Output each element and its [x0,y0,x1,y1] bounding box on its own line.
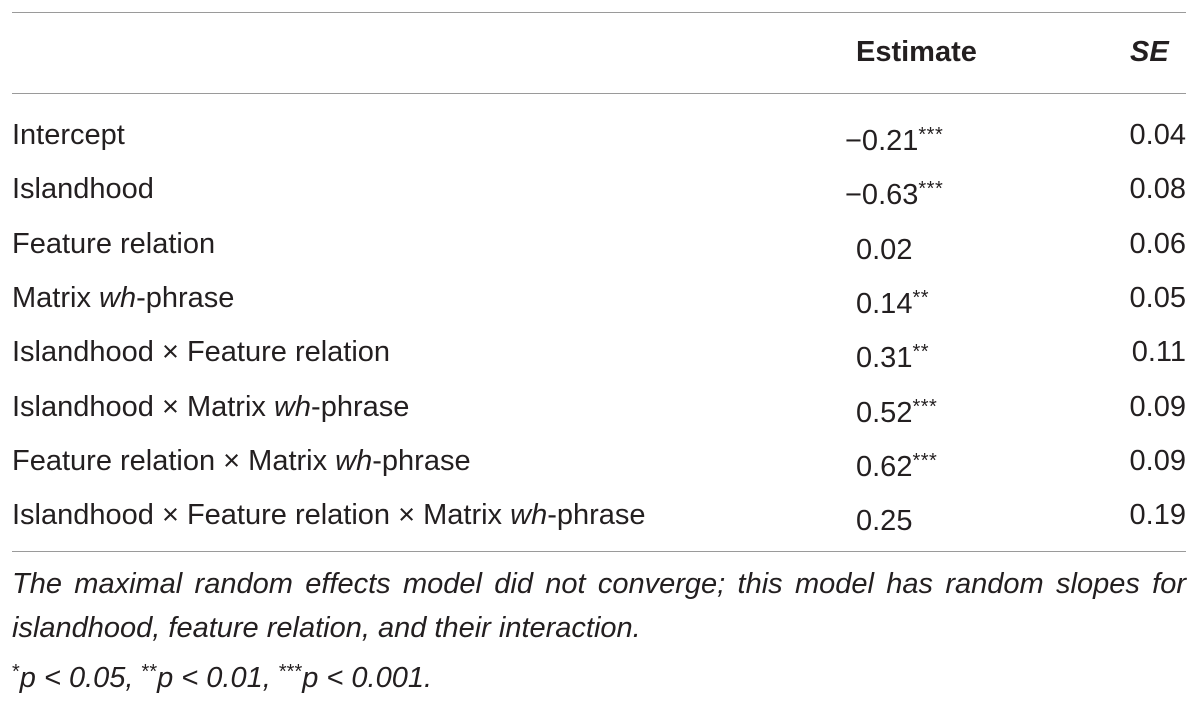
row-label-suffix: -phrase [547,499,646,532]
table-row: Matrix wh-phrase 0.14** 0.05 [0,278,1200,320]
row-label-text: Islandhood × Feature relation × Matrix [12,499,511,532]
table-row: Feature relation × Matrix wh-phrase 0.62*… [0,441,1200,483]
row-estimate: 0.25 [845,495,912,541]
table-row: Islandhood × Matrix wh-phrase 0.52*** 0.09 [0,387,1200,429]
row-estimate: 0.52*** [845,387,937,433]
estimate-value: 0.25 [856,505,913,538]
row-label-italic: wh [273,390,312,423]
table-row: Intercept −0.21*** 0.04 [0,115,1200,157]
row-estimate: 0.02 [845,224,912,270]
row-label-suffix: -phrase [136,281,235,314]
significance-stars: ** [912,341,930,364]
row-label-text: Feature relation × Matrix [12,444,336,477]
table-row: Islandhood × Feature relation × Matrix w… [0,495,1200,537]
row-label: Islandhood × Feature relation [12,332,390,372]
estimate-value: −0.21 [845,125,919,157]
row-estimate: 0.62*** [845,441,937,487]
table-bottom-rule [12,551,1186,552]
table-header-rule [12,93,1186,94]
row-label-text: Intercept [12,119,125,151]
row-label-suffix: -phrase [311,390,410,423]
sig-stars-3: *** [278,661,303,683]
significance-stars: *** [912,449,938,472]
sig-text-1: p < 0.05, [19,662,142,694]
estimate-value: 0.52 [856,396,913,429]
row-label: Matrix wh-phrase [12,278,234,318]
row-estimate: 0.31** [845,332,929,378]
row-label: Feature relation [12,224,215,264]
table-row: Islandhood −0.63*** 0.08 [0,169,1200,211]
row-se: 0.05 [1129,281,1186,314]
row-label-italic: wh [335,444,373,477]
row-label: Islandhood [12,169,154,209]
row-label: Intercept [12,115,125,155]
row-label: Feature relation × Matrix wh-phrase [12,441,471,481]
row-estimate: 0.14** [845,278,929,324]
row-label-italic: wh [99,281,137,314]
row-se: 0.19 [1129,499,1186,532]
row-estimate: −0.21*** [845,115,943,161]
table-note: The maximal random effects model did not… [12,568,1186,644]
estimate-value: 0.62 [856,450,913,483]
row-se: 0.09 [1129,444,1186,477]
estimate-value: 0.31 [856,342,913,375]
table-row: Feature relation 0.02 0.06 [0,224,1200,266]
row-se: 0.04 [1129,119,1186,151]
row-label-text: Matrix [12,281,99,314]
row-label-text: Islandhood × Feature relation [12,336,391,369]
row-estimate: −0.63*** [845,169,943,215]
sig-text-3: p < 0.001. [302,662,433,694]
header-se: SE [1130,36,1169,68]
sig-text-2: p < 0.01, [157,662,279,694]
significance-stars: ** [912,286,930,309]
row-label-suffix: -phrase [372,444,471,477]
row-se: 0.08 [1129,173,1186,206]
significance-stars: *** [918,178,944,201]
table-row: Islandhood × Feature relation 0.31** 0.11 [0,332,1200,374]
row-label-text: Feature relation [12,227,216,260]
estimate-value: 0.14 [856,287,913,320]
significance-stars: *** [918,124,944,146]
estimate-value: 0.02 [856,233,913,266]
sig-stars-2: ** [141,661,158,683]
header-estimate: Estimate [856,36,977,68]
significance-note: *p < 0.05, **p < 0.01, ***p < 0.001. [12,650,1186,700]
row-se: 0.09 [1129,390,1186,423]
sig-stars-1: * [12,661,20,683]
table-top-rule [12,12,1186,13]
significance-stars: *** [912,395,938,418]
row-se: 0.11 [1131,336,1186,369]
row-label: Islandhood × Feature relation × Matrix w… [12,495,646,535]
row-label-text: Islandhood × Matrix [12,390,274,423]
row-label-text: Islandhood [12,173,154,206]
row-se: 0.06 [1129,227,1186,260]
estimate-value: −0.63 [845,179,919,212]
row-label: Islandhood × Matrix wh-phrase [12,387,409,427]
row-label-italic: wh [510,499,548,532]
